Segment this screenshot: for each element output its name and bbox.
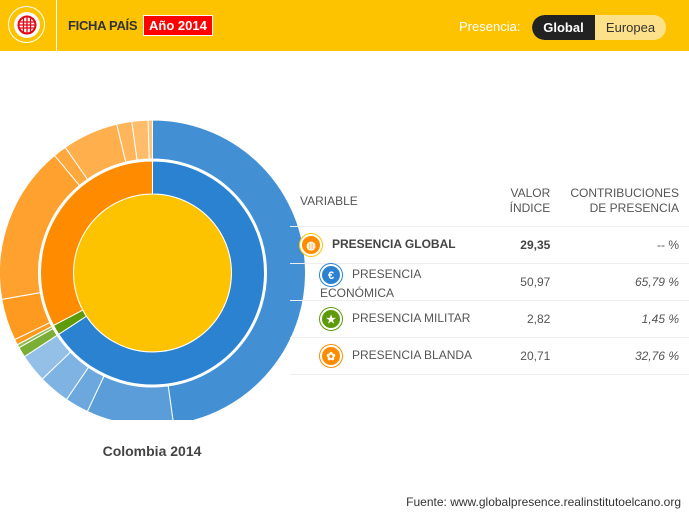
globe-logo-icon bbox=[8, 6, 45, 43]
row-label: PRESENCIA MILITAR bbox=[352, 311, 471, 326]
year-badge[interactable]: Año 2014 bbox=[143, 15, 213, 36]
ring-segment-blanda[interactable] bbox=[40, 160, 153, 327]
divider bbox=[56, 0, 57, 51]
presence-toggle[interactable]: Global Europea bbox=[532, 15, 666, 40]
col-valor-l2: ÍNDICE bbox=[509, 201, 551, 215]
col-contrib-l2: DE PRESENCIA bbox=[589, 201, 679, 215]
row-value: 50,97 bbox=[499, 263, 561, 301]
sunburst-chart bbox=[0, 120, 305, 420]
row-label: PRESENCIA ECONÓMICA bbox=[320, 267, 421, 300]
outer-segment[interactable] bbox=[152, 120, 306, 420]
globe-icon: ◍ bbox=[300, 234, 322, 256]
row-label: PRESENCIA GLOBAL bbox=[332, 237, 456, 252]
row-contrib: -- % bbox=[560, 226, 689, 264]
euro-icon: € bbox=[320, 264, 342, 286]
row-value: 20,71 bbox=[499, 337, 561, 375]
center-segment[interactable] bbox=[73, 193, 232, 353]
col-valor: VALOR ÍNDICE bbox=[500, 184, 561, 227]
table-header: VARIABLE VALOR ÍNDICE CONTRIBUCIONES DE PR… bbox=[290, 184, 689, 227]
outer-segment[interactable] bbox=[147, 120, 153, 160]
row-label: PRESENCIA BLANDA bbox=[352, 348, 473, 363]
row-value: 2,82 bbox=[499, 300, 561, 338]
presence-label: Presencia: bbox=[459, 19, 521, 34]
header-bar: FICHA PAÍS Año 2014 Presencia: Global Eu… bbox=[0, 0, 689, 51]
page-title: FICHA PAÍS bbox=[68, 18, 138, 33]
row-contrib: 1,45 % bbox=[560, 300, 689, 338]
row-value: 29,35 bbox=[499, 226, 561, 264]
row-contrib: 32,76 % bbox=[560, 337, 689, 375]
table-row[interactable]: ◍ PRESENCIA GLOBAL 29,35 -- % bbox=[290, 226, 689, 264]
ring-segment-económica[interactable] bbox=[58, 160, 265, 386]
col-variable: VARIABLE bbox=[300, 193, 358, 208]
row-contrib: 65,79 % bbox=[560, 263, 689, 301]
toggle-europea[interactable]: Europea bbox=[605, 20, 656, 35]
star-icon: ★ bbox=[320, 308, 342, 330]
presence-table: VARIABLE VALOR ÍNDICE CONTRIBUCIONES DE PR… bbox=[290, 184, 689, 375]
col-contrib-l1: CONTRIBUCIONES bbox=[570, 186, 679, 200]
table-row[interactable]: € PRESENCIA ECONÓMICA 50,97 65,79 % bbox=[290, 263, 689, 301]
chart-title: Colombia 2014 bbox=[102, 443, 202, 459]
col-contrib: CONTRIBUCIONES DE PRESENCIA bbox=[560, 184, 689, 227]
table-row[interactable]: ★ PRESENCIA MILITAR 2,82 1,45 % bbox=[290, 300, 689, 338]
people-icon: ✿ bbox=[320, 345, 342, 367]
source-note: Fuente: www.globalpresence.realinstituto… bbox=[406, 495, 681, 509]
toggle-global[interactable]: Global bbox=[532, 15, 595, 40]
table-row[interactable]: ✿ PRESENCIA BLANDA 20,71 32,76 % bbox=[290, 337, 689, 375]
col-valor-l1: VALOR bbox=[510, 186, 551, 200]
